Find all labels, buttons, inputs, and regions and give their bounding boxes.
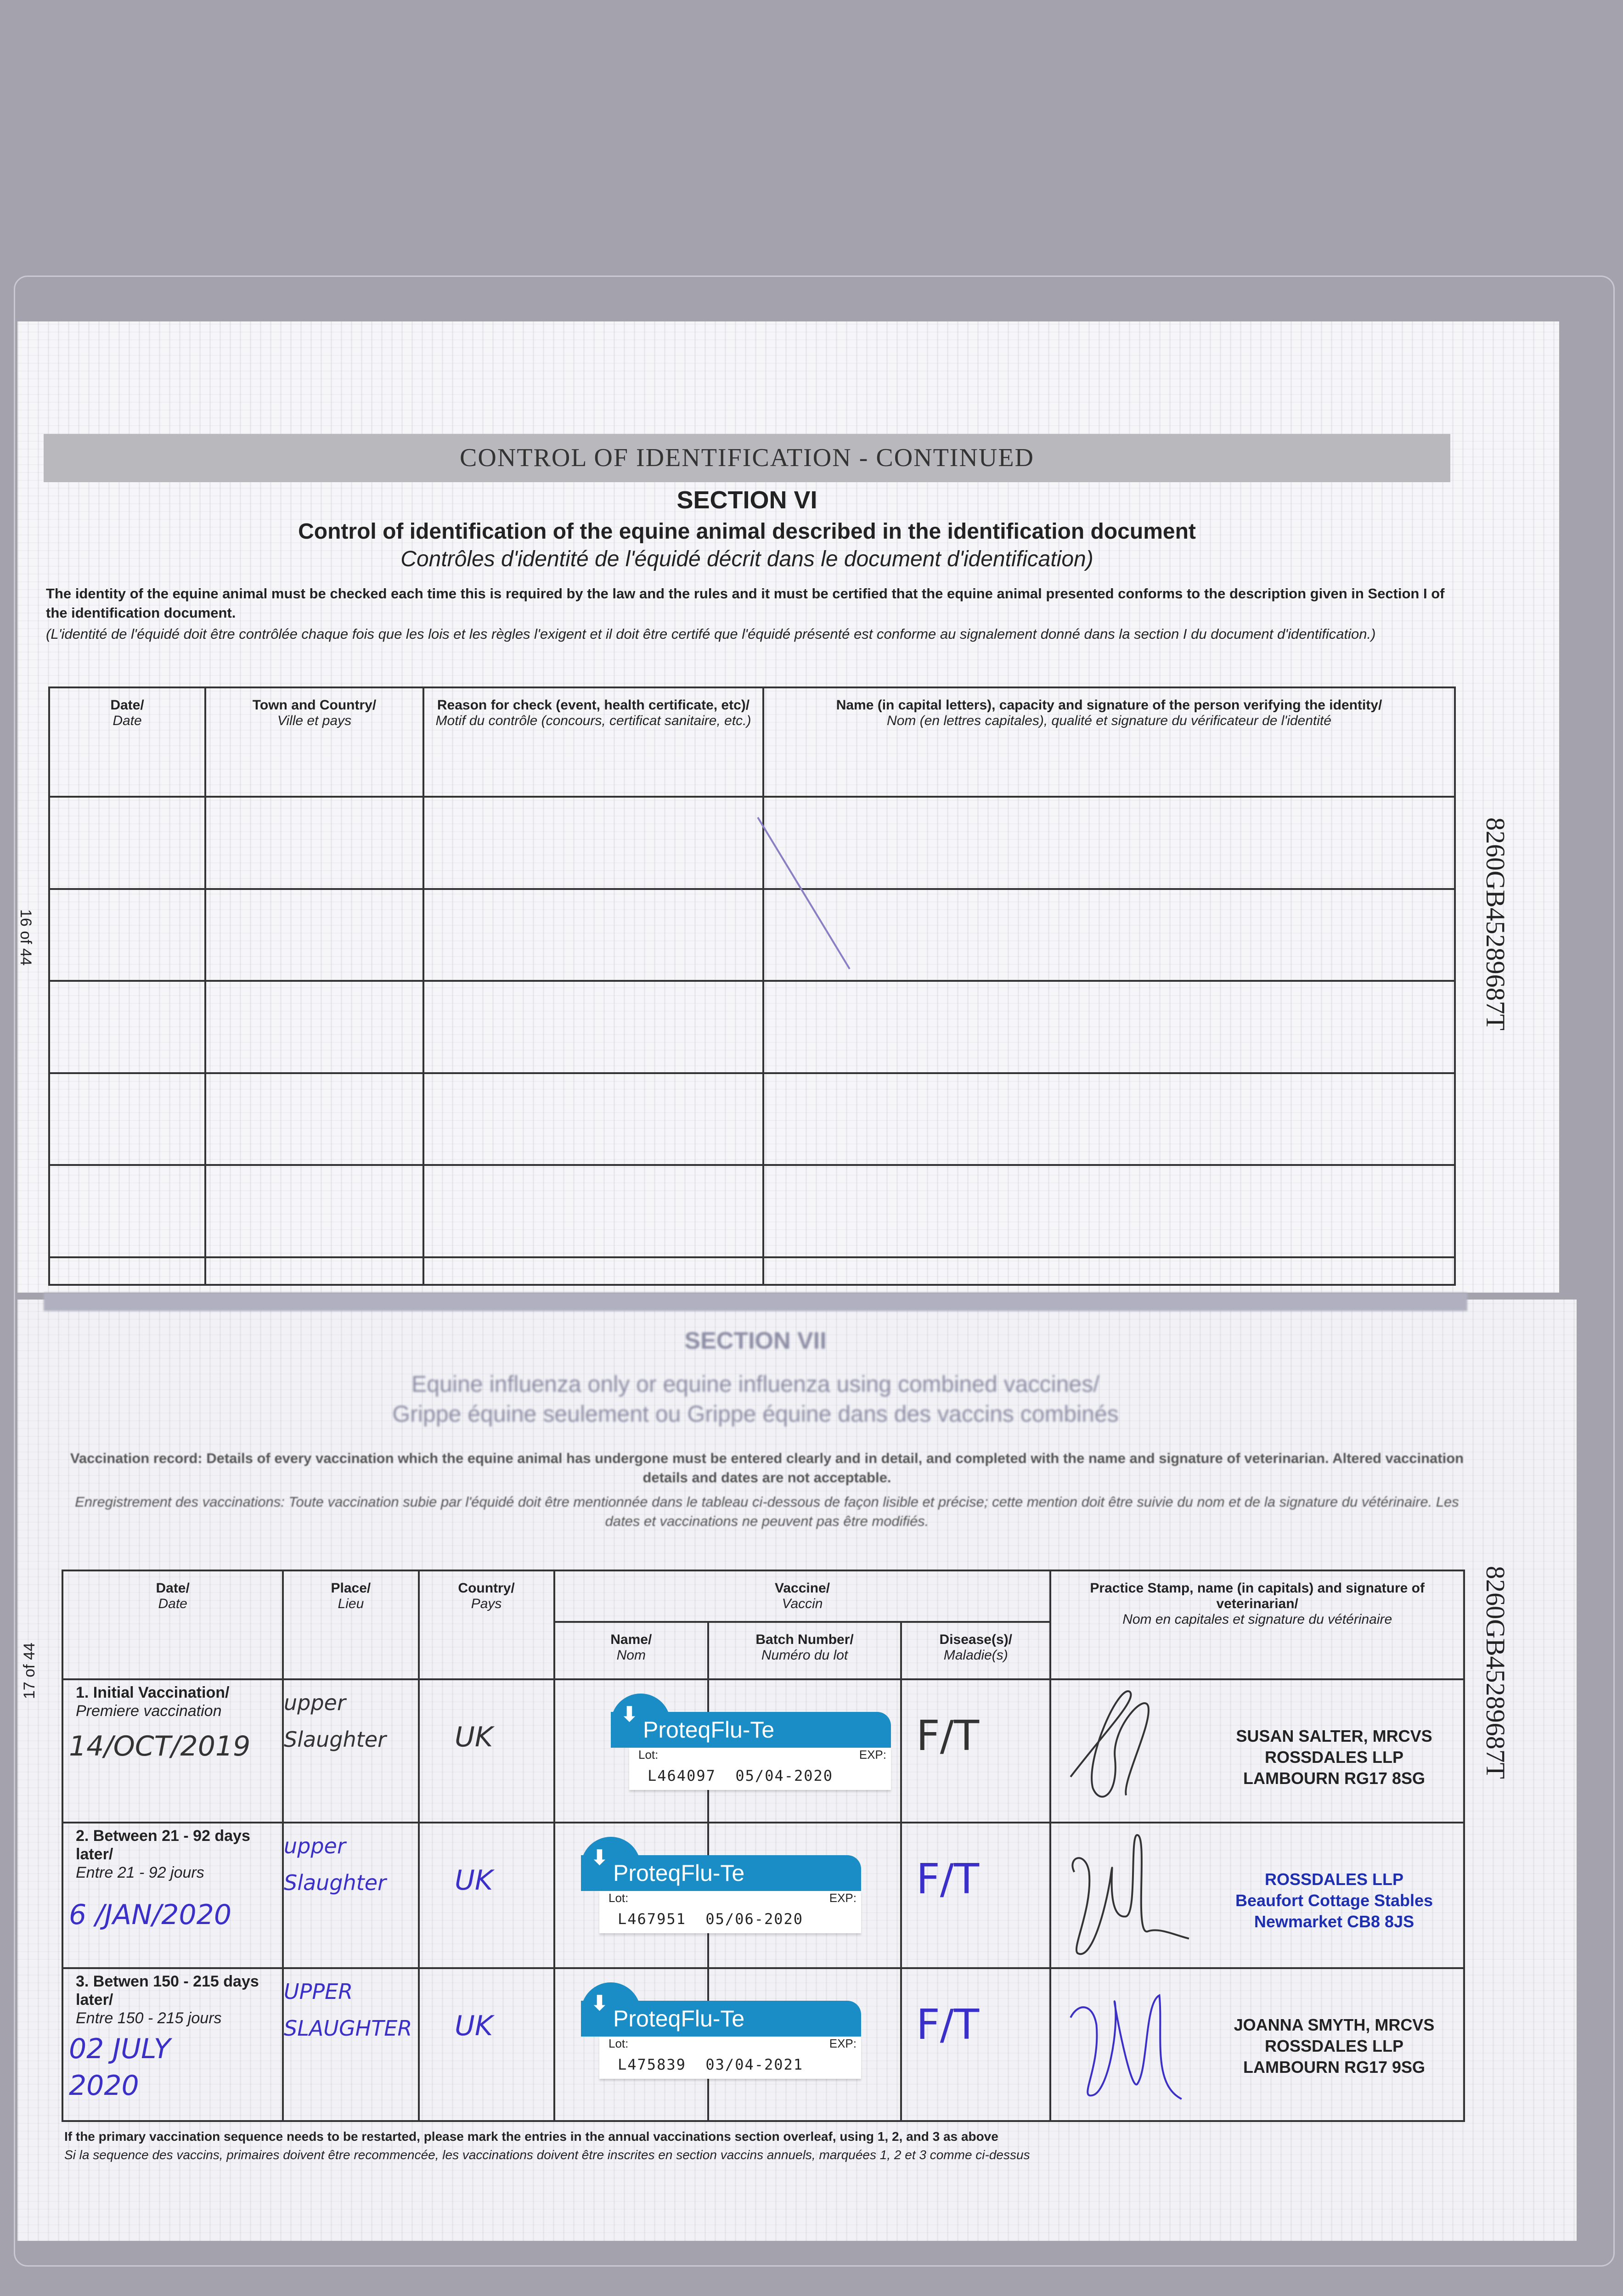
col-header-country: Country/Pays [417,1570,555,1680]
arrow-down-icon: ⬇ [591,1846,608,1869]
batch-and-expiry: L475839 03/04-2021 [618,2056,804,2073]
practice-stamp: ROSSDALES LLP Beaufort Cottage Stables New… [1235,1870,1433,1931]
vaccination-country: UK [455,1721,493,1753]
disease-code: F/T [916,1712,980,1760]
table-row [48,796,1456,890]
lot-label: Lot: [609,1891,629,1905]
page-number: 16 of 44 [17,909,34,966]
vaccine-sticker: ⬇ ProteqFlu-Te Lot: EXP: L467951 05/06-20… [581,1837,861,1933]
intro-text: The identity of the equine animal must b… [46,585,1445,621]
intro-text-fr: (L'identité de l'équidé doit être contrô… [46,626,1376,642]
disease-code: F/T [916,2001,980,2049]
lot-label: Lot: [609,2037,629,2050]
practice-stamp: SUSAN SALTER, MRCVS ROSSDALES LLP LAMBOURN… [1236,1727,1432,1788]
vaccination-country: UK [455,1864,493,1896]
col-header-town: Town and Country/Ville et pays [204,687,424,798]
table-row [48,1072,1456,1166]
vaccination-place: upper Slaughter [284,1834,386,1895]
vaccination-place: UPPER SLAUGHTER [284,1979,412,2041]
arrow-down-icon: ⬇ [591,1992,608,2015]
vaccination-country: UK [455,2010,493,2042]
vaccine-name: ProteqFlu-Te [613,1860,745,1886]
page-title: Control of identification of the equine … [298,519,1196,544]
document-id: 8260GB45289687T [1481,817,1510,1030]
practice-stamp: JOANNA SMYTH, MRCVS ROSSDALES LLP LAMBOURN… [1234,2015,1435,2077]
section-heading: SECTION VII [684,1328,827,1354]
faded-band [44,1293,1467,1311]
row-label: 2. Between 21 - 92 days later/Entre 21 -… [76,1827,250,1881]
row-label: 1. Initial Vaccination/Premiere vaccinat… [76,1684,230,1720]
table-row [48,980,1456,1074]
footer-note: If the primary vaccination sequence need… [64,2129,998,2144]
section-title-fr: Grippe équine seulement ou Grippe équine… [392,1401,1119,1427]
plastic-sleeve [14,276,1615,2267]
section-band: CONTROL OF IDENTIFICATION - CONTINUED [44,434,1450,482]
document-id: 8260GB45289687T [1481,1566,1510,1779]
footer-note-fr: Si la sequence des vaccins, primaires do… [64,2148,1030,2162]
section-title: Equine influenza only or equine influenz… [411,1371,1100,1397]
vaccination-place: upper Slaughter [284,1690,386,1752]
page-title-fr: Contrôles d'identité de l'équidé décrit … [400,547,1093,571]
veterinarian-signature [1071,1834,1189,1955]
col-header-disease: Disease(s)/Maladie(s) [900,1621,1052,1680]
exp-label: EXP: [829,1891,857,1905]
col-header-name: Name/Nom [553,1621,709,1680]
exp-label: EXP: [859,1748,886,1761]
col-header-batch: Batch Number/Numéro du lot [707,1621,902,1680]
vaccination-intro-fr: Enregistrement des vaccinations: Toute v… [75,1494,1459,1529]
col-header-verifier: Name (in capital letters), capacity and … [762,687,1456,798]
batch-and-expiry: L464097 05/04-2020 [648,1767,834,1784]
vaccine-name: ProteqFlu-Te [613,2006,745,2032]
section-heading: SECTION VI [676,486,817,514]
table-row [48,1164,1456,1258]
vaccination-date: 02 JULY 2020 [69,2033,171,2102]
table-row [48,1256,1456,1286]
pen-stroke [757,816,851,970]
vaccine-sticker: ⬇ ProteqFlu-Te Lot: EXP: L475839 03/04-20… [581,1982,861,2079]
vaccination-date: 14/OCT/2019 [69,1730,251,1762]
vaccination-date: 6 /JAN/2020 [69,1899,231,1931]
table-row [48,888,1456,982]
veterinarian-signature [1070,1690,1150,1798]
batch-and-expiry: L467951 05/06-2020 [618,1910,804,1928]
veterinarian-signature [1070,1994,1182,2100]
vaccine-sticker: ⬇ ProteqFlu-Te Lot: EXP: L464097 05/04-20… [611,1694,891,1790]
col-header-vaccine: Vaccine/Vaccin [553,1570,1052,1623]
vaccine-name: ProteqFlu-Te [643,1717,775,1743]
row-label: 3. Betwen 150 - 215 days later/Entre 150… [76,1973,259,2027]
vaccination-intro: Vaccination record: Details of every vac… [70,1450,1464,1486]
arrow-down-icon: ⬇ [621,1703,638,1726]
col-header-date: Date/Date [48,687,206,798]
col-header-place: Place/Lieu [282,1570,420,1680]
page-number: 17 of 44 [21,1643,38,1699]
exp-label: EXP: [829,2037,857,2050]
col-header-reason: Reason for check (event, health certific… [423,687,764,798]
disease-code: F/T [916,1855,980,1903]
col-header-vet: Practice Stamp, name (in capitals) and s… [1049,1570,1465,1680]
lot-label: Lot: [638,1748,659,1761]
identity-check-table: Date/Date Town and Country/Ville et pays… [48,687,1456,1286]
col-header-date: Date/Date [61,1570,284,1680]
